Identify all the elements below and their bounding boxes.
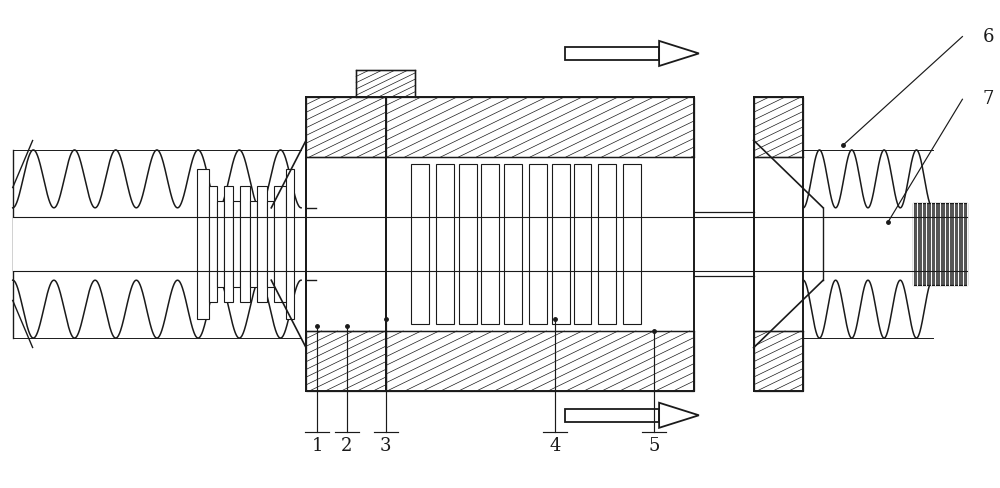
Text: 3: 3 xyxy=(380,437,391,455)
Bar xyxy=(552,164,570,324)
Text: 7: 7 xyxy=(982,90,994,108)
Bar xyxy=(694,212,754,276)
Bar xyxy=(565,408,659,422)
Bar xyxy=(250,201,257,287)
Bar xyxy=(306,97,386,157)
Bar xyxy=(224,186,233,302)
Bar xyxy=(481,164,499,324)
Bar xyxy=(306,331,386,391)
Bar xyxy=(209,186,217,302)
Bar xyxy=(286,169,294,319)
Bar xyxy=(233,201,240,287)
Bar xyxy=(754,97,803,157)
Text: 6: 6 xyxy=(982,27,994,45)
Text: 4: 4 xyxy=(549,437,560,455)
Bar xyxy=(504,164,522,324)
Text: 2: 2 xyxy=(341,437,353,455)
Bar xyxy=(529,164,547,324)
Bar xyxy=(623,164,641,324)
Bar xyxy=(13,218,987,270)
Bar xyxy=(565,47,659,60)
Bar xyxy=(240,186,250,302)
Bar xyxy=(411,164,429,324)
Text: 1: 1 xyxy=(311,437,323,455)
Bar xyxy=(574,164,591,324)
Bar xyxy=(436,164,454,324)
Bar xyxy=(274,186,286,302)
Bar xyxy=(386,97,694,157)
Bar xyxy=(257,186,267,302)
Bar xyxy=(197,169,209,319)
Bar xyxy=(217,201,224,287)
Bar xyxy=(386,331,694,391)
Bar xyxy=(754,331,803,391)
Polygon shape xyxy=(659,403,699,428)
Bar xyxy=(267,201,274,287)
Bar xyxy=(356,70,415,97)
Text: 5: 5 xyxy=(648,437,660,455)
Polygon shape xyxy=(659,41,699,66)
Bar xyxy=(459,164,477,324)
Bar xyxy=(913,203,967,285)
Bar xyxy=(598,164,616,324)
